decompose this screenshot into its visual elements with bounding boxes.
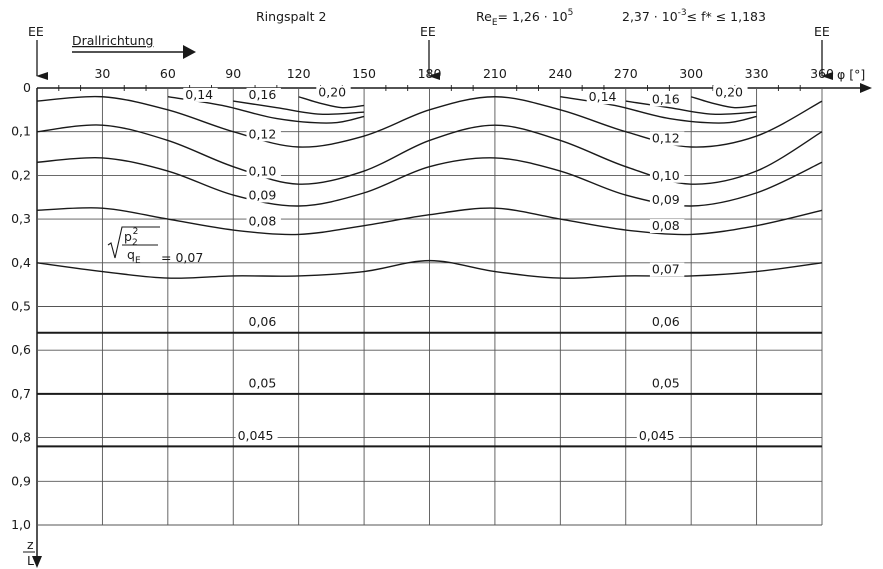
grid: [37, 85, 823, 526]
y-tick-label: 0,5: [11, 299, 31, 314]
x-tick-label: 300: [679, 66, 703, 81]
isoline-label-bg: [316, 85, 351, 100]
friction-range: 2,37 · 10-3≤ f* ≤ 1,183: [622, 8, 766, 24]
isoline-label: 0,16: [652, 91, 680, 106]
isoline-label: 0,045: [238, 428, 274, 443]
swirl-direction-arrowhead: [183, 45, 196, 59]
isoline-label: 0,06: [652, 314, 680, 329]
x-axis-unit: φ [°]: [837, 67, 865, 82]
swirl-direction-label: Drallrichtung: [72, 33, 153, 48]
y-axis-numerator: z: [27, 537, 34, 552]
isoline-label: 0,05: [249, 375, 277, 390]
y-tick-label: 0,1: [11, 124, 31, 139]
x-tick-labels: 30 60 90 120 150 180 210 240 270 300 330 360: [94, 66, 834, 81]
isoline-label-bg: [246, 164, 281, 179]
isoline-label: 0,20: [318, 85, 346, 100]
isoline-label-bg: [246, 214, 281, 229]
isoline-label: 0,20: [715, 85, 743, 100]
isoline-label: 0,14: [589, 89, 617, 104]
x-tick-label: 90: [225, 66, 241, 81]
isoline-label-bg: [649, 315, 685, 330]
isoline-label: 0,16: [249, 87, 277, 102]
isoline-0-09: [36, 156, 823, 207]
isoline-labels: 0,14 0,16 0,20 0,14 0,16 0,20 0,12 0,12 0,10 0,10…: [183, 85, 748, 443]
isoline-label-bg: [649, 92, 685, 107]
isoline-label: 0,045: [639, 428, 675, 443]
isoline-label-bg: [246, 127, 281, 142]
isoline-label-bg: [649, 192, 685, 207]
isoline-label-bg: [649, 262, 685, 277]
isoline-label: 0,05: [652, 375, 680, 390]
formula-numerator: p22: [124, 227, 138, 248]
isoline-label-bg: [246, 188, 281, 203]
isoline-label-bg: [713, 85, 748, 100]
isoline-0-16: [625, 100, 757, 116]
isoline-label-bg: [649, 376, 685, 391]
isoline-label: 0,10: [652, 168, 680, 183]
ee-label-180: EE: [420, 24, 436, 39]
isoline-label: 0,08: [249, 214, 277, 229]
pressure-formula: p22 qE = 0,07: [107, 226, 203, 266]
x-tick-label: 210: [483, 66, 507, 81]
isoline-0-08: [36, 207, 823, 236]
isoline-label-bg: [183, 87, 218, 102]
x-axis-arrowhead: [860, 83, 872, 93]
chart-title: Ringspalt 2: [256, 9, 326, 24]
y-tick-label: 0,2: [11, 167, 31, 182]
x-tick-label: 270: [614, 66, 638, 81]
x-tick-label: 150: [352, 66, 376, 81]
y-tick-label: 1,0: [11, 517, 31, 532]
isoline-label-bg: [636, 428, 679, 443]
isoline-label: 0,08: [652, 218, 680, 233]
isoline-0-14: [167, 96, 365, 124]
x-tick-label: 120: [287, 66, 311, 81]
x-tick-label: 240: [548, 66, 572, 81]
ee-label-360: EE: [814, 24, 830, 39]
isoline-label-bg: [235, 428, 278, 443]
isoline-label: 0,12: [652, 131, 680, 146]
x-tick-label: 330: [745, 66, 769, 81]
x-tick-label: 60: [160, 66, 176, 81]
y-tick-label: 0,4: [11, 255, 31, 270]
isoline-label-bg: [246, 315, 281, 330]
isoline-label: 0,06: [249, 314, 277, 329]
isoline-0-07: [36, 259, 823, 279]
formula-root-sign: [107, 226, 160, 259]
isoline-0-2: [298, 96, 365, 109]
y-tick-label: 0: [23, 80, 31, 95]
isoline-label: 0,12: [249, 126, 277, 141]
isoline-0-16: [233, 100, 365, 116]
formula-value: = 0,07: [161, 250, 203, 265]
reynolds-number: ReE= 1,26 · 105: [476, 8, 573, 28]
y-axis-denominator: L: [27, 553, 34, 568]
isoline-label: 0,07: [652, 262, 680, 277]
isolines: [36, 95, 823, 448]
isoline-label: 0,09: [652, 192, 680, 207]
x-tick-label: 360: [810, 66, 834, 81]
isoline-label-bg: [649, 168, 685, 183]
isoline-0-12: [36, 95, 823, 148]
y-axis-arrowhead: [32, 556, 42, 568]
isoline-label-bg: [649, 219, 685, 234]
y-tick-label: 0,6: [11, 342, 31, 357]
y-tick-label: 0,8: [11, 430, 31, 445]
isoline-label-bg: [246, 376, 281, 391]
ee-label-0: EE: [28, 24, 44, 39]
y-tick-labels: 0 0,1 0,2 0,3 0,4 0,5 0,6 0,7 0,8 0,9 1,0: [11, 80, 31, 532]
isoline-label: 0,10: [249, 163, 277, 178]
y-tick-label: 0,9: [11, 473, 31, 488]
y-tick-label: 0,3: [11, 211, 31, 226]
formula-denominator: qE: [127, 247, 141, 266]
isoline-label-bg: [246, 87, 281, 102]
isoline-label: 0,14: [185, 87, 213, 102]
isoline-label-bg: [649, 131, 685, 146]
isoline-label: 0,09: [249, 187, 277, 202]
isoline-0-1: [36, 124, 823, 185]
x-tick-label: 180: [418, 66, 442, 81]
isoline-label-bg: [586, 90, 622, 105]
isoline-0-2: [690, 96, 757, 109]
x-tick-label: 30: [94, 66, 110, 81]
y-tick-label: 0,7: [11, 386, 31, 401]
